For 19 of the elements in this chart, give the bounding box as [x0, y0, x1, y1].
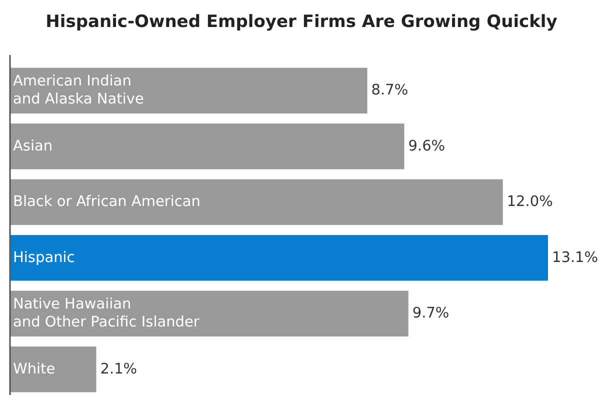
bar	[10, 124, 404, 170]
data-label: 8.7%	[371, 82, 408, 99]
bar	[10, 346, 96, 392]
y-tick-label: American Indian and Alaska Native	[13, 74, 144, 108]
data-label: 2.1%	[100, 361, 138, 378]
data-label: 13.1%	[552, 250, 598, 266]
data-label: 9.7%	[412, 306, 450, 322]
y-tick-label: Hispanic	[13, 250, 75, 266]
data-label: 12.0%	[506, 194, 553, 210]
bar	[10, 179, 503, 225]
bar	[10, 290, 408, 336]
y-tick-label: White	[13, 361, 56, 378]
y-tick-label: Asian	[13, 138, 53, 154]
bar	[10, 68, 368, 114]
bar	[10, 235, 548, 281]
y-tick-label: Black or African American	[13, 194, 200, 210]
y-tick-label: Native Hawaiian and Other Pacific Islander	[13, 296, 200, 331]
chart-title: Hispanic-Owned Employer Firms Are Growing Quickly	[46, 12, 558, 32]
data-label: 9.6%	[408, 138, 446, 154]
